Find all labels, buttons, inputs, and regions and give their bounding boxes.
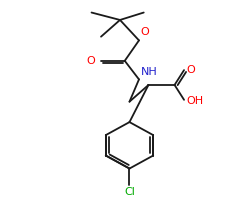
Text: O: O xyxy=(186,65,195,75)
Text: Cl: Cl xyxy=(124,187,135,197)
Text: O: O xyxy=(140,27,149,37)
Text: OH: OH xyxy=(186,96,204,106)
Text: O: O xyxy=(86,56,95,66)
Text: NH: NH xyxy=(141,67,158,77)
